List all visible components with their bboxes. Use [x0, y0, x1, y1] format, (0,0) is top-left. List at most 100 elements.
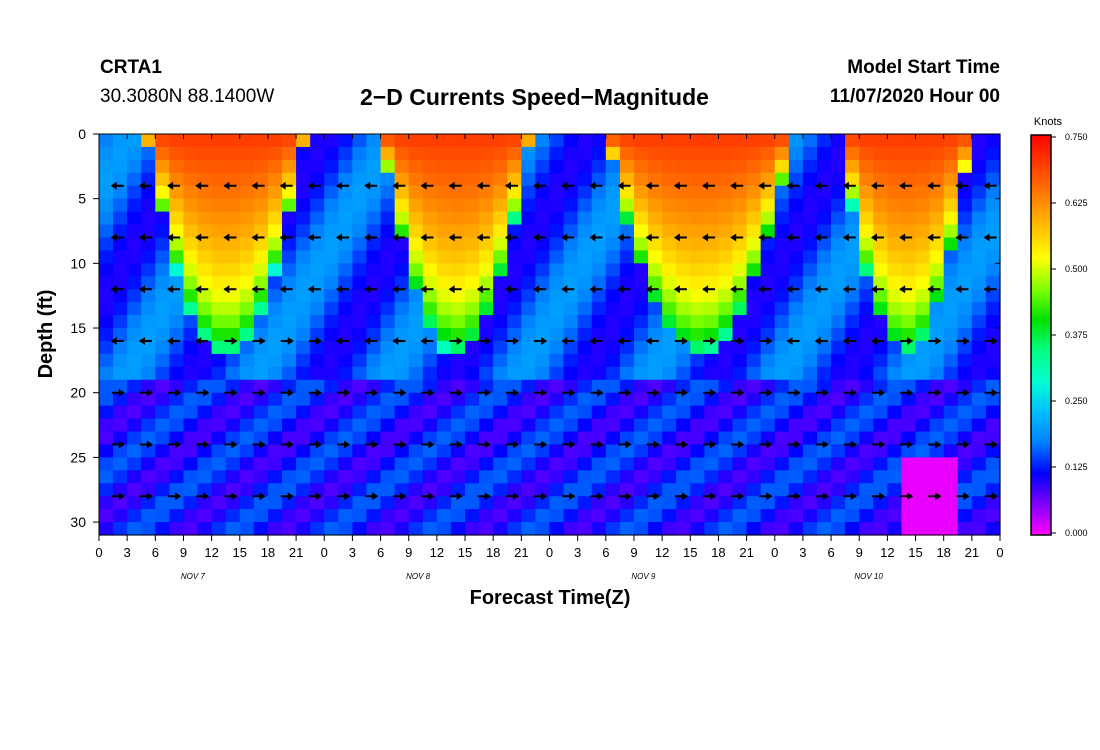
colorbar-tick-label: 0.625	[1065, 198, 1088, 208]
heatmap-cell	[113, 392, 128, 407]
heatmap-cell	[352, 340, 368, 355]
heatmap-cell	[239, 159, 255, 174]
heatmap-cell	[619, 392, 635, 407]
current-arrow	[787, 492, 801, 501]
heatmap-cell	[394, 250, 410, 264]
heatmap-cell	[535, 392, 551, 407]
x-tick-label: 21	[514, 545, 528, 560]
heatmap-cell	[831, 315, 846, 329]
heatmap-cell	[605, 353, 621, 368]
heatmap-cell	[915, 431, 931, 446]
heatmap-cell	[521, 146, 537, 161]
heatmap-cell	[690, 418, 705, 433]
heatmap-cell	[690, 496, 705, 510]
heatmap-cell	[465, 509, 480, 523]
heatmap-cell	[338, 405, 354, 420]
heatmap-cell	[465, 211, 480, 226]
heatmap-cell	[605, 302, 621, 316]
heatmap-cell	[760, 444, 776, 458]
heatmap-cell	[436, 431, 452, 446]
current-arrow	[477, 492, 491, 501]
heatmap-cell	[155, 237, 170, 252]
current-arrow	[956, 492, 970, 501]
heatmap-cell	[704, 302, 720, 316]
heatmap-cell	[141, 470, 156, 484]
heatmap-cell	[239, 496, 255, 510]
heatmap-cell	[648, 353, 663, 368]
heatmap-cell	[985, 250, 1001, 264]
heatmap-cell	[690, 340, 705, 355]
heatmap-cell	[141, 134, 156, 148]
heatmap-cell	[211, 483, 227, 497]
heatmap-cell	[929, 522, 945, 536]
heatmap-cell	[507, 353, 522, 368]
heatmap-cell	[479, 263, 494, 277]
heatmap-cell	[915, 392, 931, 407]
heatmap-cell	[507, 198, 522, 213]
heatmap-cell	[253, 134, 269, 148]
heatmap-cell	[605, 198, 621, 213]
heatmap-cell	[366, 159, 382, 174]
heatmap-cell	[690, 483, 705, 497]
current-arrow	[308, 388, 322, 397]
heatmap-cell	[507, 392, 522, 407]
heatmap-cell	[450, 159, 466, 174]
heatmap-cell	[802, 457, 818, 471]
heatmap-cell	[211, 366, 227, 381]
heatmap-cell	[99, 276, 114, 290]
heatmap-cell	[282, 405, 297, 420]
heatmap-cell	[648, 134, 663, 148]
heatmap-cell	[718, 328, 734, 342]
heatmap-cell	[901, 146, 917, 161]
heatmap-cell	[450, 418, 466, 433]
heatmap-cell	[479, 340, 494, 355]
heatmap-cell	[704, 470, 720, 484]
heatmap-cell	[380, 185, 396, 200]
heatmap-cell	[859, 263, 874, 277]
heatmap-cell	[282, 263, 297, 277]
heatmap-cell	[408, 263, 424, 277]
heatmap-cell	[155, 457, 170, 471]
heatmap-cell	[296, 418, 311, 433]
current-arrow	[111, 388, 125, 397]
heatmap-cell	[591, 134, 607, 148]
heatmap-cell	[676, 496, 691, 510]
heatmap-cell	[310, 146, 325, 161]
current-arrow	[645, 285, 659, 294]
heatmap-cell	[746, 366, 762, 381]
heatmap-cell	[465, 418, 480, 433]
heatmap-cell	[366, 379, 382, 394]
heatmap-cell	[197, 263, 213, 277]
heatmap-cell	[113, 263, 128, 277]
heatmap-cell	[831, 392, 846, 407]
heatmap-cell	[493, 302, 508, 316]
heatmap-cell	[718, 263, 734, 277]
heatmap-cell	[366, 146, 382, 161]
heatmap-cell	[225, 457, 241, 471]
heatmap-cell	[450, 134, 466, 148]
heatmap-cell	[549, 366, 565, 381]
current-arrow	[984, 492, 998, 501]
heatmap-cell	[422, 250, 438, 264]
heatmap-cell	[296, 483, 311, 497]
heatmap-cell	[352, 289, 368, 303]
heatmap-cell	[901, 198, 917, 213]
heatmap-cell	[324, 328, 339, 342]
heatmap-cell	[408, 198, 424, 213]
heatmap-cell	[155, 211, 170, 226]
heatmap-cell	[831, 211, 846, 226]
heatmap-cell	[577, 483, 593, 497]
current-arrow	[420, 285, 434, 294]
heatmap-cell	[831, 509, 846, 523]
heatmap-cell	[859, 250, 874, 264]
current-arrow	[645, 336, 659, 345]
heatmap-cell	[901, 353, 917, 368]
heatmap-cell	[267, 289, 283, 303]
heatmap-cell	[267, 146, 283, 161]
heatmap-cell	[577, 431, 593, 446]
heatmap-cell	[324, 289, 339, 303]
heatmap-cell	[296, 276, 311, 290]
heatmap-cell	[662, 483, 677, 497]
current-arrow	[280, 388, 294, 397]
heatmap-cell	[450, 328, 466, 342]
